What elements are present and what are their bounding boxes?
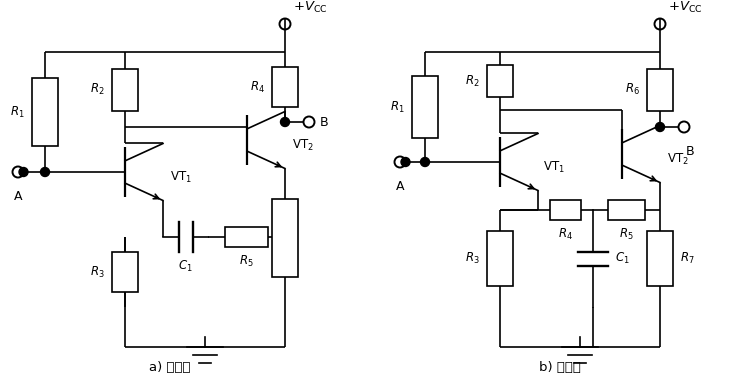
Bar — [112, 68, 138, 110]
Text: ${\rm VT}_1$: ${\rm VT}_1$ — [170, 170, 192, 185]
Text: $R_7$: $R_7$ — [680, 251, 694, 266]
Text: b) 电路二: b) 电路二 — [539, 361, 581, 374]
Text: a) 电路一: a) 电路一 — [149, 361, 191, 374]
Bar — [272, 67, 298, 107]
Text: ${\rm VT}_1$: ${\rm VT}_1$ — [543, 159, 565, 175]
Circle shape — [421, 157, 430, 167]
Circle shape — [280, 118, 290, 126]
Text: $R_6$: $R_6$ — [250, 230, 265, 245]
Text: $+V_{\rm CC}$: $+V_{\rm CC}$ — [668, 0, 703, 15]
Bar — [412, 76, 438, 138]
Text: $R_1$: $R_1$ — [391, 99, 405, 115]
Bar — [32, 78, 58, 146]
Text: $R_4$: $R_4$ — [250, 79, 265, 95]
Text: $C_1$: $C_1$ — [615, 251, 630, 266]
Circle shape — [655, 123, 664, 131]
Circle shape — [401, 157, 410, 167]
Text: B: B — [685, 145, 694, 158]
Circle shape — [41, 167, 50, 176]
Bar — [487, 231, 513, 286]
Text: $R_2$: $R_2$ — [90, 82, 105, 97]
Text: $R_5$: $R_5$ — [239, 254, 254, 269]
Circle shape — [19, 167, 28, 176]
Text: B: B — [320, 115, 329, 128]
Bar — [550, 200, 581, 220]
Bar — [272, 199, 298, 277]
Text: $R_4$: $R_4$ — [558, 227, 573, 242]
Bar — [608, 200, 645, 220]
Text: A: A — [396, 180, 404, 193]
Text: $R_1$: $R_1$ — [11, 104, 25, 120]
Text: $R_3$: $R_3$ — [90, 264, 105, 280]
Bar — [647, 231, 673, 286]
Text: ${\rm VT}_2$: ${\rm VT}_2$ — [667, 151, 688, 167]
Text: $R_3$: $R_3$ — [465, 251, 480, 266]
Text: ${\rm VT}_2$: ${\rm VT}_2$ — [292, 138, 314, 152]
Text: $R_6$: $R_6$ — [625, 82, 640, 97]
Text: $R_2$: $R_2$ — [465, 73, 480, 89]
Text: A: A — [14, 190, 23, 203]
Text: $C_1$: $C_1$ — [178, 259, 193, 274]
Text: $R_5$: $R_5$ — [619, 227, 634, 242]
Bar — [487, 65, 513, 97]
Text: $+V_{\rm CC}$: $+V_{\rm CC}$ — [293, 0, 327, 15]
Bar — [112, 253, 138, 291]
Bar — [647, 68, 673, 110]
Bar — [225, 227, 268, 247]
